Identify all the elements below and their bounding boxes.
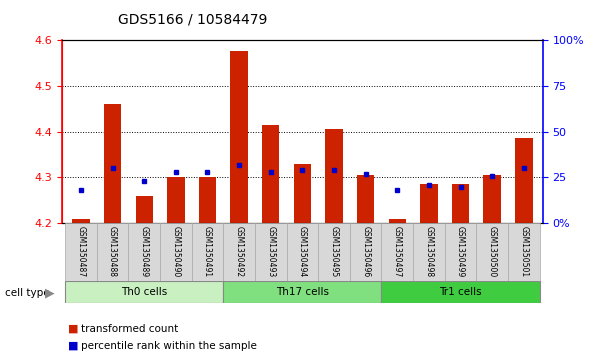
Bar: [294, 164, 311, 223]
Bar: [287, 223, 318, 281]
Bar: [445, 223, 476, 281]
Text: GSM1350489: GSM1350489: [140, 226, 149, 277]
Bar: [65, 223, 97, 281]
Text: GSM1350491: GSM1350491: [203, 226, 212, 277]
Bar: [357, 175, 374, 223]
Text: ■: ■: [68, 341, 78, 351]
Bar: [167, 178, 185, 223]
Text: percentile rank within the sample: percentile rank within the sample: [81, 341, 257, 351]
Bar: [160, 223, 192, 281]
Bar: [420, 184, 438, 223]
Bar: [382, 281, 540, 303]
Text: Tr1 cells: Tr1 cells: [439, 287, 482, 297]
Bar: [199, 178, 216, 223]
Text: GDS5166 / 10584479: GDS5166 / 10584479: [118, 13, 267, 27]
Bar: [508, 223, 540, 281]
Text: Th17 cells: Th17 cells: [276, 287, 329, 297]
Text: GSM1350488: GSM1350488: [108, 226, 117, 277]
Bar: [223, 281, 382, 303]
Text: ▶: ▶: [45, 286, 54, 299]
Bar: [515, 138, 533, 223]
Bar: [325, 129, 343, 223]
Bar: [483, 175, 501, 223]
Bar: [65, 281, 223, 303]
Bar: [350, 223, 382, 281]
Bar: [262, 125, 280, 223]
Text: transformed count: transformed count: [81, 323, 179, 334]
Bar: [452, 184, 469, 223]
Text: GSM1350490: GSM1350490: [171, 226, 181, 277]
Bar: [476, 223, 508, 281]
Bar: [136, 196, 153, 223]
Text: Th0 cells: Th0 cells: [121, 287, 168, 297]
Text: GSM1350497: GSM1350497: [393, 226, 402, 277]
Text: GSM1350498: GSM1350498: [424, 226, 434, 277]
Text: GSM1350494: GSM1350494: [298, 226, 307, 277]
Bar: [72, 219, 90, 223]
Text: GSM1350495: GSM1350495: [329, 226, 339, 277]
Text: cell type: cell type: [5, 288, 50, 298]
Bar: [255, 223, 287, 281]
Text: GSM1350487: GSM1350487: [77, 226, 86, 277]
Text: ■: ■: [68, 323, 78, 334]
Bar: [231, 52, 248, 223]
Text: GSM1350499: GSM1350499: [456, 226, 465, 277]
Bar: [192, 223, 223, 281]
Text: GSM1350493: GSM1350493: [266, 226, 276, 277]
Bar: [318, 223, 350, 281]
Text: GSM1350501: GSM1350501: [519, 226, 528, 277]
Text: GSM1350492: GSM1350492: [235, 226, 244, 277]
Bar: [389, 219, 406, 223]
Text: GSM1350496: GSM1350496: [361, 226, 370, 277]
Bar: [413, 223, 445, 281]
Bar: [382, 223, 413, 281]
Bar: [104, 104, 122, 223]
Bar: [129, 223, 160, 281]
Text: GSM1350500: GSM1350500: [488, 226, 497, 277]
Bar: [223, 223, 255, 281]
Bar: [97, 223, 129, 281]
